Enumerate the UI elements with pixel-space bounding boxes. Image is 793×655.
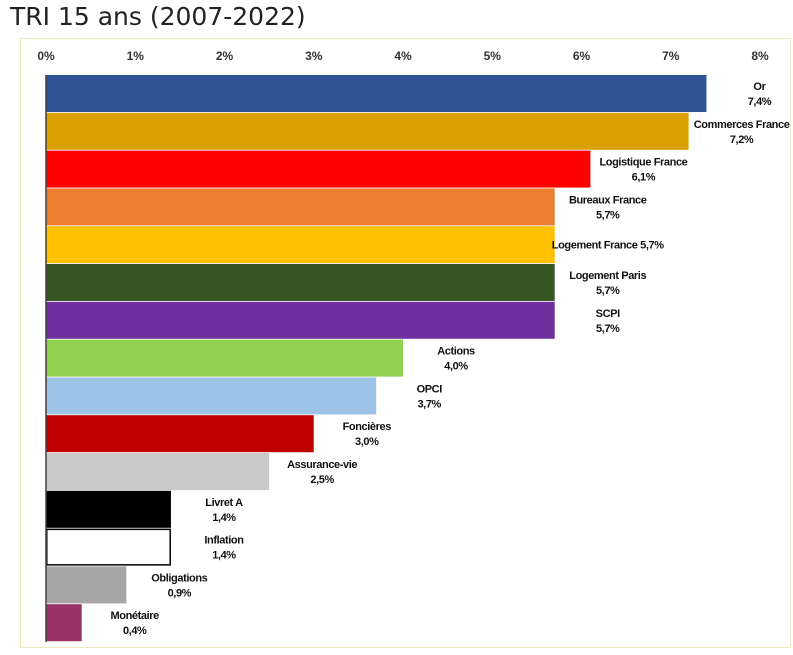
- data-label-line: 3,0%: [355, 436, 379, 448]
- data-label: SCPI 5,7%: [596, 308, 620, 335]
- data-label-line: 4,0%: [444, 361, 468, 373]
- data-label-line: Inflation: [204, 535, 244, 547]
- data-label: Inflation 1,4%: [204, 535, 244, 562]
- data-label: Monétaire 0,4%: [111, 610, 160, 637]
- data-label-line: Bureaux France: [569, 194, 647, 206]
- x-tick-label: 4%: [394, 49, 412, 63]
- data-label-line: Obligations: [151, 572, 207, 584]
- bar-livret-a: [46, 490, 171, 528]
- bar-commerces-france: [46, 112, 689, 150]
- data-label: Or 7,4%: [748, 81, 772, 108]
- bar-opci: [46, 377, 377, 415]
- bars: [46, 75, 707, 642]
- data-label-line: 3,7%: [417, 398, 441, 410]
- bar-fonci-res: [46, 415, 314, 453]
- bar-actions: [46, 339, 403, 377]
- bar-mon-taire: [46, 604, 82, 642]
- data-label-line: 0,9%: [168, 587, 192, 599]
- data-label-line: Logement France 5,7%: [552, 240, 664, 252]
- data-label-line: SCPI: [596, 308, 620, 320]
- data-label: Livret A 1,4%: [205, 497, 243, 524]
- x-tick-label: 1%: [127, 49, 145, 63]
- data-label-line: Logement Paris: [569, 270, 646, 282]
- data-label-line: Foncières: [343, 421, 392, 433]
- data-label-line: 6,1%: [632, 172, 656, 184]
- bar-logistique-france: [46, 150, 591, 188]
- data-label-line: 5,7%: [596, 285, 620, 297]
- data-label-line: 5,7%: [596, 323, 620, 335]
- data-label: Obligations 0,9%: [151, 572, 207, 599]
- data-label: OPCI 3,7%: [417, 383, 443, 410]
- bar-assurance-vie: [46, 453, 270, 490]
- bar-inflation: [46, 528, 171, 566]
- data-label-line: Assurance-vie: [287, 459, 357, 471]
- data-label: Logement France 5,7%: [552, 240, 664, 252]
- data-label-line: Commerces France: [694, 119, 790, 131]
- bar-logement-france: [46, 226, 555, 264]
- bar-logement-paris: [46, 264, 555, 301]
- x-tick-label: 7%: [662, 49, 680, 63]
- data-label-line: 0,4%: [123, 625, 147, 637]
- data-label: Logistique France 6,1%: [599, 157, 687, 184]
- data-label-line: Or: [753, 81, 766, 93]
- data-label-line: Livret A: [205, 497, 243, 509]
- data-labels: Or 7,4% Commerces France 7,2% Logistique Fra…: [111, 81, 791, 637]
- chart-title: TRI 15 ans (2007-2022): [10, 2, 306, 31]
- x-tick-label: 6%: [573, 49, 591, 63]
- data-label-line: OPCI: [417, 383, 443, 395]
- data-label-line: 2,5%: [310, 474, 334, 486]
- data-label: Actions 4,0%: [437, 346, 475, 373]
- data-label-line: 1,4%: [212, 512, 236, 524]
- bar-obligations: [46, 566, 127, 604]
- data-label-line: 5,7%: [596, 209, 620, 221]
- x-tick-label: 5%: [484, 49, 502, 63]
- bar-scpi: [46, 301, 555, 339]
- data-label-line: 7,2%: [730, 134, 754, 146]
- x-tick-label: 3%: [305, 49, 323, 63]
- data-label: Bureaux France 5,7%: [569, 194, 647, 221]
- data-label-line: 1,4%: [212, 550, 236, 562]
- data-label: Logement Paris 5,7%: [569, 270, 646, 297]
- x-tick-label: 8%: [751, 49, 769, 63]
- data-label: Assurance-vie 2,5%: [287, 459, 357, 486]
- data-label-line: Actions: [437, 346, 475, 358]
- x-axis-ticks: 0% 1% 2% 3% 4% 5% 6% 7% 8%: [37, 49, 769, 63]
- bar-or: [46, 75, 707, 112]
- bar-bureaux-france: [46, 188, 555, 226]
- x-tick-label: 0%: [37, 49, 55, 63]
- x-tick-label: 2%: [216, 49, 234, 63]
- data-label: Foncières 3,0%: [343, 421, 392, 448]
- data-label-line: Logistique France: [599, 157, 687, 169]
- data-label: Commerces France 7,2%: [694, 119, 790, 146]
- data-label-line: 7,4%: [748, 96, 772, 108]
- data-label-line: Monétaire: [111, 610, 160, 622]
- chart-frame: [20, 38, 791, 648]
